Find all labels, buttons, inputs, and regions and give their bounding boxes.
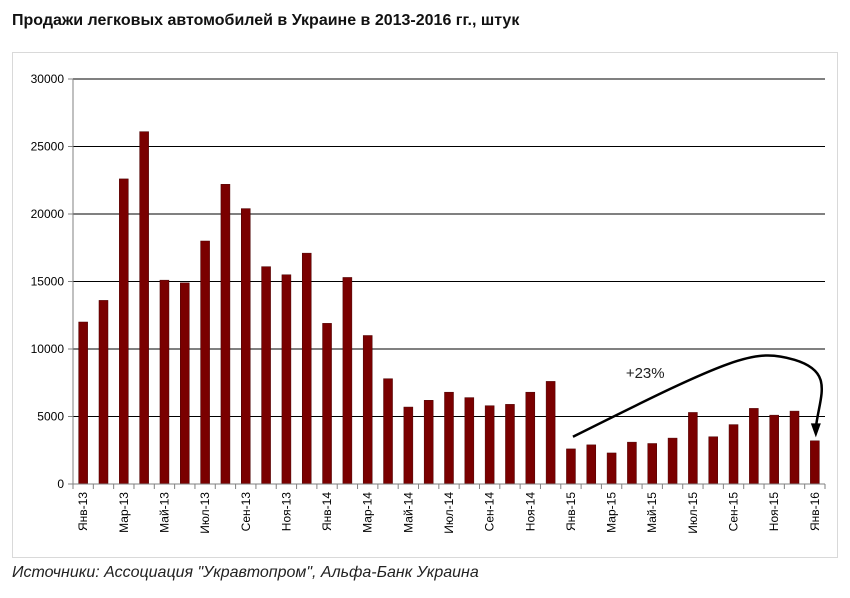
bar <box>301 252 312 485</box>
x-tick-label: Сен-14 <box>483 492 497 532</box>
growth-annotation: +23% <box>572 354 824 438</box>
y-tick-label: 30000 <box>31 72 65 86</box>
bar <box>484 405 495 485</box>
bar <box>180 282 190 485</box>
y-tick-label: 0 <box>57 477 64 491</box>
growth-arrow <box>572 354 824 438</box>
bar <box>627 441 637 485</box>
bar <box>200 240 210 485</box>
y-tick-label: 10000 <box>31 342 65 356</box>
bar <box>220 184 231 485</box>
y-axis-ticks: 0 5000 10000 15000 20000 25000 30000 <box>31 72 73 491</box>
x-tick-label: Июл-13 <box>198 492 212 534</box>
bar <box>362 335 373 485</box>
bar <box>505 404 515 485</box>
bar <box>403 406 414 485</box>
chart-title: Продажи легковых автомобилей в Украине в… <box>12 12 520 29</box>
bar <box>383 378 393 485</box>
x-tick-label: Май-14 <box>401 492 415 533</box>
bar <box>728 424 739 485</box>
x-tick-label: Ноя-15 <box>767 492 781 532</box>
bar <box>769 414 779 485</box>
x-tick-label: Мар-13 <box>117 492 131 533</box>
y-tick-label: 15000 <box>31 275 65 289</box>
x-tick-label: Июл-15 <box>686 492 700 534</box>
bar <box>261 266 271 485</box>
axes <box>72 79 825 485</box>
growth-arrowhead <box>810 423 821 438</box>
bar <box>789 410 800 485</box>
x-tick-label: Янв-13 <box>76 492 90 531</box>
x-tick-label: Май-15 <box>645 492 659 533</box>
x-tick-label: Янв-15 <box>564 492 578 531</box>
bar <box>688 412 698 485</box>
bar <box>749 408 759 485</box>
bar <box>139 131 149 485</box>
bar <box>586 444 597 485</box>
bar <box>241 208 251 485</box>
bar <box>464 397 475 485</box>
x-tick-label: Ноя-13 <box>279 492 293 532</box>
y-tick-label: 25000 <box>31 140 65 154</box>
bar <box>342 277 353 485</box>
bar <box>119 178 129 485</box>
source-note: Источники: Ассоциация "Укравтопром", Аль… <box>12 564 479 581</box>
x-tick-label: Ноя-14 <box>523 492 537 532</box>
x-tick-label: Янв-14 <box>320 492 334 531</box>
bars <box>78 131 820 485</box>
bar <box>98 300 109 485</box>
x-tick-label: Май-13 <box>157 492 171 533</box>
bar <box>566 448 576 485</box>
chart-frame: 0 5000 10000 15000 20000 25000 30000 Янв-13 Мар… <box>12 52 838 558</box>
x-axis-ticks: Янв-13 Мар-13 Май-13 Июл-13 Сен-13 Ноя-13 Янв-… <box>72 484 826 534</box>
bar <box>708 436 718 485</box>
bar <box>322 323 332 485</box>
bar-chart: 0 5000 10000 15000 20000 25000 30000 Янв-13 Мар… <box>31 72 826 534</box>
bar <box>423 400 434 485</box>
bar <box>525 391 536 485</box>
x-tick-label: Мар-14 <box>361 492 375 533</box>
bar <box>606 452 617 485</box>
bar <box>545 381 556 485</box>
bar <box>281 274 292 485</box>
growth-label: +23% <box>626 365 665 382</box>
x-tick-label: Июл-14 <box>442 492 456 534</box>
gridlines <box>73 78 825 417</box>
y-tick-label: 5000 <box>37 410 64 424</box>
bar <box>444 391 454 485</box>
x-tick-label: Сен-15 <box>727 492 741 532</box>
bar <box>78 321 88 485</box>
bar <box>647 443 657 485</box>
bar <box>159 279 170 485</box>
bar <box>667 437 678 485</box>
x-tick-label: Янв-16 <box>808 492 822 531</box>
y-tick-label: 20000 <box>31 207 65 221</box>
bar <box>810 440 820 485</box>
x-tick-label: Мар-15 <box>605 492 619 533</box>
x-tick-label: Сен-13 <box>239 492 253 532</box>
